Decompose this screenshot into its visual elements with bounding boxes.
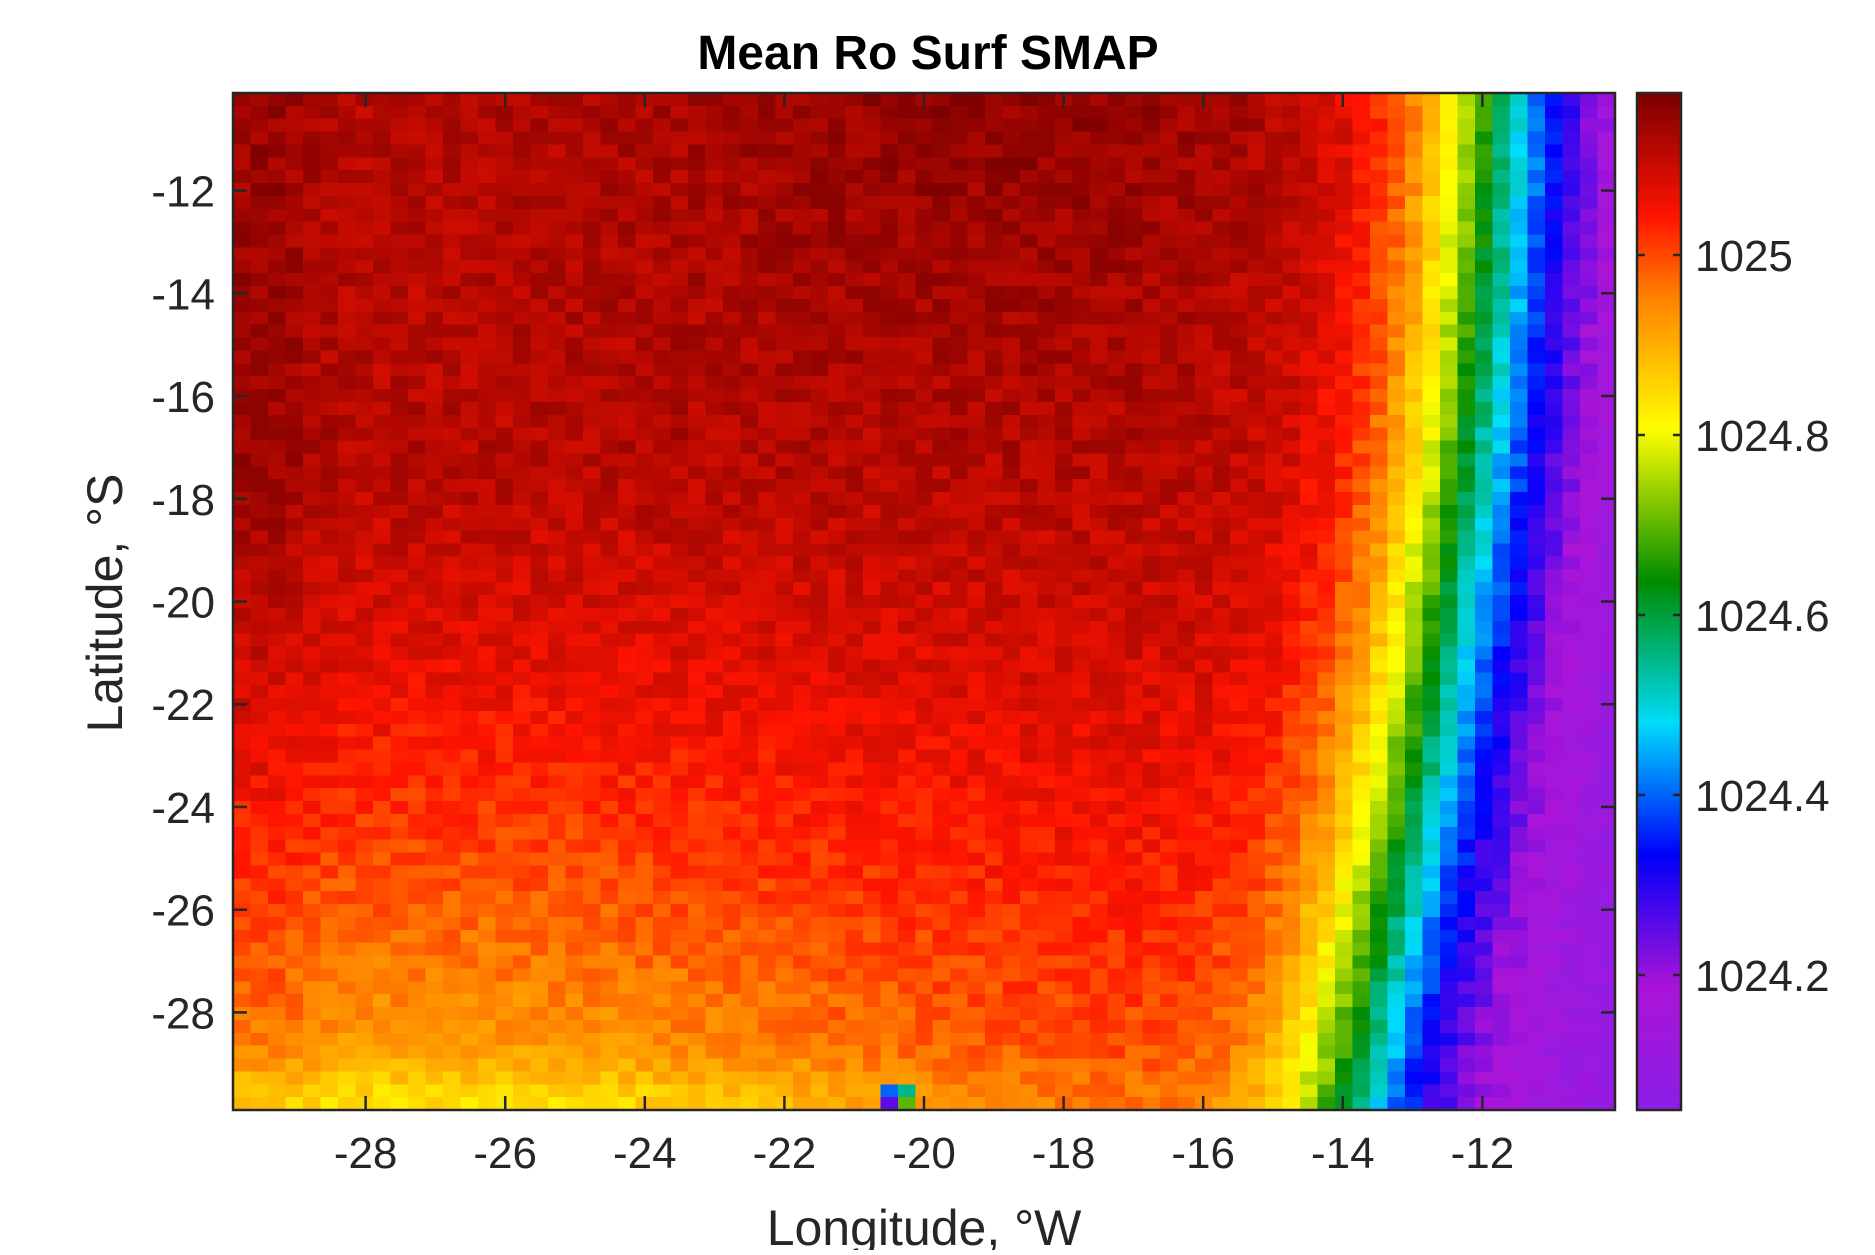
y-tick-label: -24 bbox=[151, 784, 215, 833]
x-tick-label: -12 bbox=[1451, 1129, 1515, 1178]
x-tick-label: -26 bbox=[473, 1129, 537, 1178]
y-tick-label: -20 bbox=[151, 579, 215, 628]
x-tick-label: -20 bbox=[892, 1129, 956, 1178]
x-tick-label: -18 bbox=[1032, 1129, 1096, 1178]
x-axis-ticks: -28 -26 -24 -22 -20 -18 -16 -14 -12 bbox=[334, 93, 1514, 1178]
y-tick-label: -28 bbox=[151, 989, 215, 1038]
colorbar-image bbox=[1637, 93, 1681, 1110]
y-tick-label: -18 bbox=[151, 476, 215, 525]
x-axis-label: Longitude, °W bbox=[767, 1200, 1082, 1250]
y-axis-label: Latitude, °S bbox=[77, 473, 133, 732]
y-tick-label: -16 bbox=[151, 373, 215, 422]
heatmap-image bbox=[233, 93, 1615, 1110]
colorbar-frame bbox=[1635, 91, 1683, 1112]
colorbar-tick-label: 1024.6 bbox=[1695, 592, 1830, 641]
colorbar-tick-label: 1025 bbox=[1695, 232, 1793, 281]
y-tick-label: -26 bbox=[151, 887, 215, 936]
x-tick-label: -16 bbox=[1171, 1129, 1235, 1178]
x-tick-label: -22 bbox=[753, 1129, 817, 1178]
y-tick-label: -14 bbox=[151, 270, 215, 319]
x-tick-label: -14 bbox=[1311, 1129, 1375, 1178]
colorbar-tick-label: 1024.4 bbox=[1695, 772, 1830, 821]
colorbar-tick-label: 1024.8 bbox=[1695, 412, 1830, 461]
y-tick-label: -12 bbox=[151, 168, 215, 217]
x-tick-label: -24 bbox=[613, 1129, 677, 1178]
colorbar-tick-label: 1024.2 bbox=[1695, 952, 1830, 1001]
colorbar-ticks: 1024.2 1024.4 1024.6 1024.8 1025 bbox=[1637, 232, 1830, 1001]
x-tick-label: -28 bbox=[334, 1129, 398, 1178]
chart-title: Mean Ro Surf SMAP bbox=[697, 27, 1158, 80]
y-tick-label: -22 bbox=[151, 681, 215, 730]
y-axis-ticks: -12 -14 -16 -18 -20 -22 -24 -26 -28 bbox=[151, 168, 1615, 1038]
